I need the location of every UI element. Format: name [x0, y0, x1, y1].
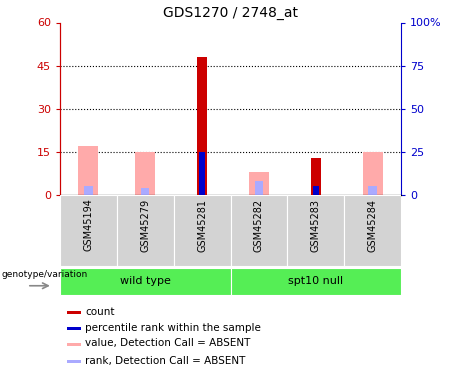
Bar [60, 268, 230, 295]
Bar [78, 146, 98, 195]
Text: genotype/variation: genotype/variation [1, 270, 88, 279]
Bar [199, 152, 205, 195]
Bar [60, 195, 117, 266]
Bar [313, 186, 319, 195]
Bar [67, 327, 81, 330]
Bar [363, 152, 383, 195]
Title: GDS1270 / 2748_at: GDS1270 / 2748_at [163, 6, 298, 20]
Text: GSM45284: GSM45284 [367, 199, 378, 252]
Text: value, Detection Call = ABSENT: value, Detection Call = ABSENT [85, 339, 250, 348]
Bar [67, 360, 81, 363]
Text: wild type: wild type [120, 276, 171, 286]
Text: GSM45281: GSM45281 [197, 199, 207, 252]
Text: spt10 null: spt10 null [288, 276, 343, 286]
Bar [254, 181, 263, 195]
Bar [197, 57, 207, 195]
Bar [174, 195, 230, 266]
Bar [141, 188, 149, 195]
Text: GSM45194: GSM45194 [83, 199, 94, 251]
Bar [135, 152, 155, 195]
Bar [230, 268, 401, 295]
Text: GSM45283: GSM45283 [311, 199, 321, 252]
Bar [67, 312, 81, 314]
Bar [287, 195, 344, 266]
Bar [117, 195, 174, 266]
Bar [230, 195, 287, 266]
Text: percentile rank within the sample: percentile rank within the sample [85, 323, 261, 333]
Bar [311, 158, 321, 195]
Bar [368, 186, 377, 195]
Text: GSM45279: GSM45279 [140, 199, 150, 252]
Bar [249, 172, 269, 195]
Bar [67, 343, 81, 345]
Bar [344, 195, 401, 266]
Text: rank, Detection Call = ABSENT: rank, Detection Call = ABSENT [85, 356, 245, 366]
Text: GSM45282: GSM45282 [254, 199, 264, 252]
Bar [84, 186, 93, 195]
Text: count: count [85, 307, 114, 317]
